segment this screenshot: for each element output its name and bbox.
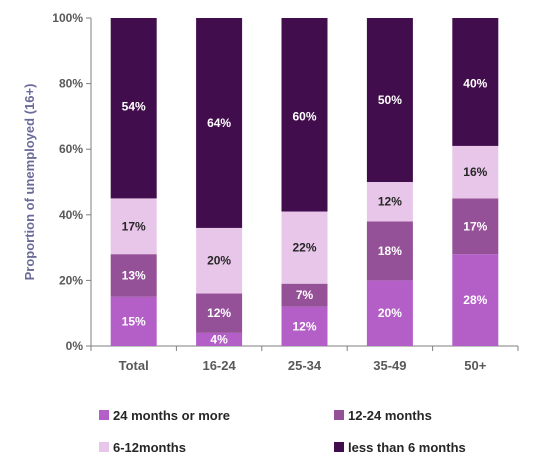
bar-segment: [196, 227, 243, 294]
axes: 0% 20% 40% 60% 80% 100% Total 16-24 25-34 35-49 50…: [22, 11, 519, 373]
x-category-label: Total: [119, 358, 149, 373]
y-tick-label: 60%: [59, 142, 83, 156]
data-label: 17%: [122, 219, 146, 233]
data-label: 12%: [207, 306, 231, 320]
y-axis-title: Proportion of unemployed (16+): [22, 84, 37, 281]
y-tick-label: 40%: [59, 208, 83, 222]
bar-segment: [281, 18, 328, 212]
bar-segment: [110, 198, 157, 255]
legend-swatch: [99, 410, 109, 420]
legend-swatch: [99, 442, 109, 452]
data-label: 15%: [122, 314, 146, 328]
data-label: 60%: [292, 109, 316, 123]
legend-label: 6-12months: [113, 440, 186, 455]
x-category-label: 35-49: [373, 358, 406, 373]
data-label: 22%: [292, 241, 316, 255]
legend-label: less than 6 months: [348, 440, 466, 455]
data-label: 20%: [207, 254, 231, 268]
bar-segment: [110, 254, 157, 297]
bar-segment: [452, 198, 499, 255]
bar-segment: [366, 182, 413, 222]
y-tick-label: 20%: [59, 273, 83, 287]
y-tick-label: 0%: [66, 339, 84, 353]
data-label: 12%: [378, 195, 402, 209]
data-label: 4%: [210, 332, 228, 346]
legend-label: 12-24 months: [348, 408, 432, 423]
legend-label: 24 months or more: [113, 408, 230, 423]
data-label: 54%: [122, 100, 146, 114]
bar-segment: [196, 293, 243, 333]
data-label: 17%: [463, 219, 487, 233]
data-label: 12%: [292, 319, 316, 333]
y-tick-label: 100%: [52, 11, 83, 25]
data-label: 28%: [463, 293, 487, 307]
y-tick-label: 80%: [59, 77, 83, 91]
legend-swatch: [334, 442, 344, 452]
bars: [110, 18, 499, 346]
bar-segment: [452, 18, 499, 146]
bar-segment: [281, 283, 328, 307]
legend-swatch: [334, 410, 344, 420]
data-label: 16%: [463, 165, 487, 179]
bar-segment: [110, 18, 157, 199]
data-label: 18%: [378, 244, 402, 258]
x-category-label: 50+: [464, 358, 486, 373]
bar-segment: [452, 254, 499, 346]
data-label: 64%: [207, 116, 231, 130]
bar-segment: [452, 145, 499, 199]
bar-segment: [366, 221, 413, 281]
bar-segment: [196, 332, 243, 346]
bar-segment: [366, 280, 413, 346]
bar-segment: [281, 211, 328, 284]
data-label: 40%: [463, 77, 487, 91]
data-label: 20%: [378, 306, 402, 320]
data-label: 13%: [122, 268, 146, 282]
bar-segment: [281, 306, 328, 346]
data-labels: 15% 13% 17% 54% 4% 12% 20% 64% 12% 7% 22% 60% 20% 18%…: [122, 77, 488, 347]
bar-segment: [366, 18, 413, 182]
legend: 24 months or more 12-24 months 6-12months l…: [99, 408, 466, 455]
bar-segment: [196, 18, 243, 228]
bar-segment: [110, 296, 157, 346]
x-category-label: 16-24: [202, 358, 236, 373]
x-category-label: 25-34: [288, 358, 322, 373]
data-label: 50%: [378, 93, 402, 107]
data-label: 7%: [296, 288, 314, 302]
